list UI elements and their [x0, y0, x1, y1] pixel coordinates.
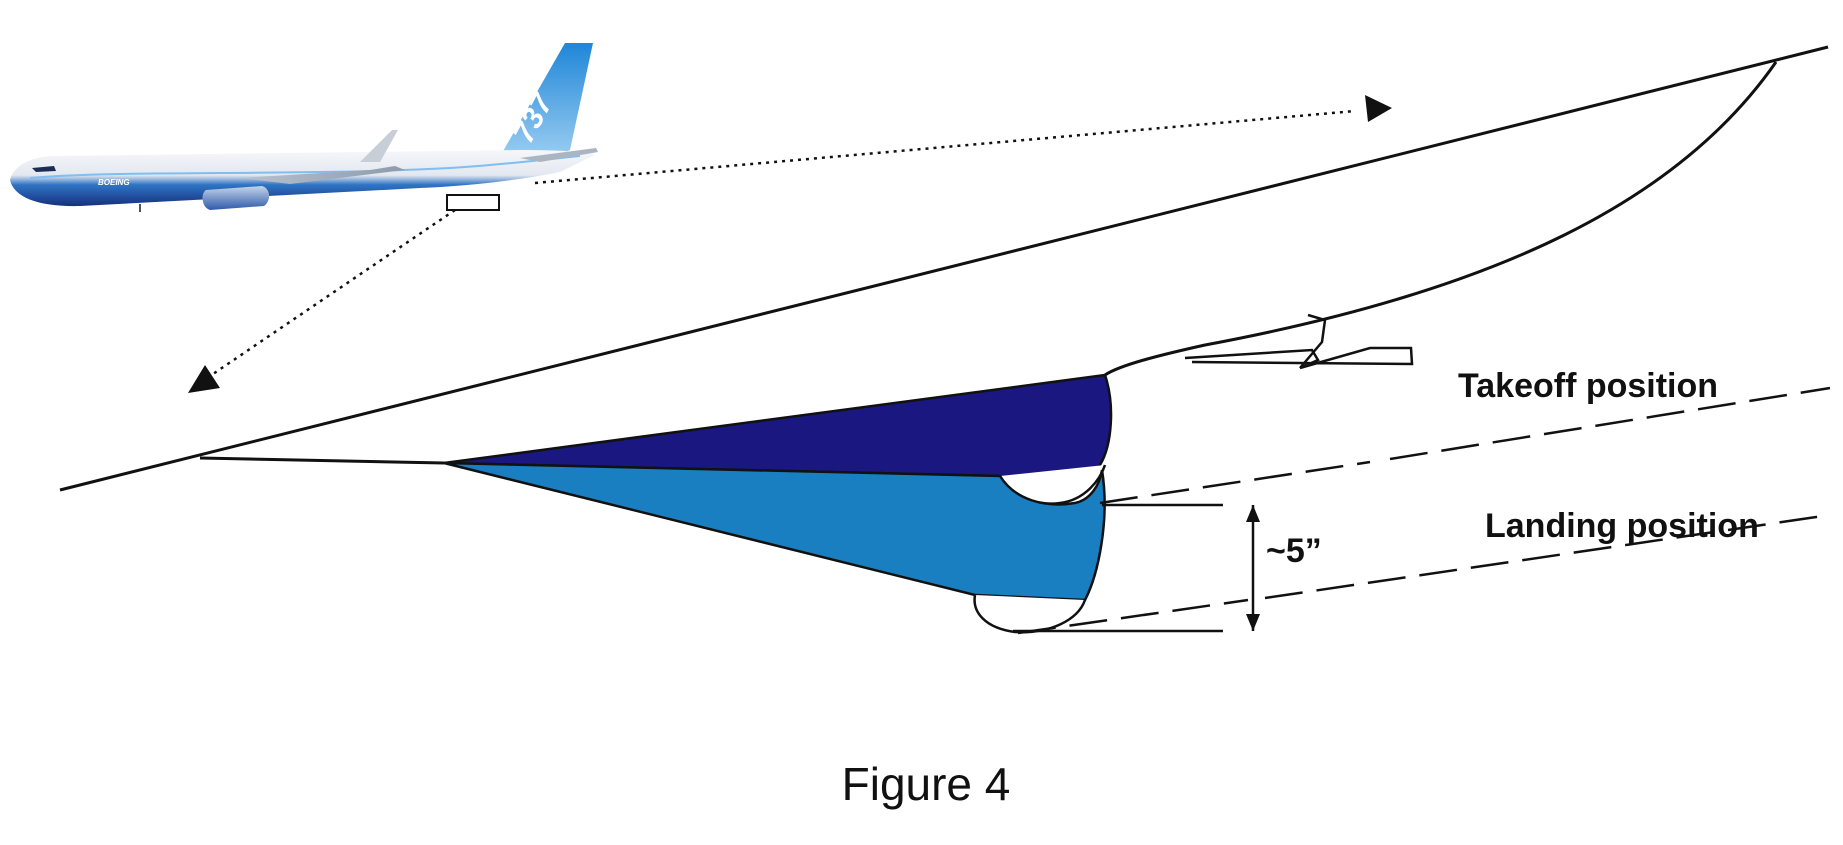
wing-lower-surface: [1104, 61, 1778, 377]
engine: [202, 186, 270, 210]
takeoff-position-label: Takeoff position: [1458, 367, 1718, 405]
horizontal-stabilizer: [520, 148, 598, 162]
near-wing: [240, 166, 405, 184]
arrowhead-icon: [1246, 614, 1260, 631]
flap-hinge: [1299, 313, 1327, 369]
far-wing: [360, 130, 398, 162]
wing-leading-edge: [199, 456, 445, 465]
figure-caption: Figure 4: [842, 758, 1011, 810]
dimension-marker: [1013, 503, 1260, 633]
arrowhead-icon: [1365, 95, 1392, 122]
vertical-tail: [498, 43, 593, 162]
detail-box: [446, 194, 500, 211]
takeoff-chord-line: [1099, 386, 1831, 505]
landing-slat-nose: [973, 594, 1087, 634]
arrowhead-icon: [1246, 505, 1260, 522]
landing-chord-line: [1017, 513, 1831, 635]
landing-slat-body: [443, 461, 1106, 602]
flap-tab: [1184, 346, 1414, 370]
airplane-icon: 737 BOEING: [10, 43, 598, 212]
landing-position-label: Landing position: [1485, 507, 1759, 545]
chord-lines: [1017, 386, 1831, 635]
arrowhead-icon: [188, 365, 220, 393]
wing-upper-surface: [59, 45, 1829, 492]
cockpit-window: [32, 166, 56, 172]
landing-slat: [199, 456, 1106, 634]
zoom-arrows: [188, 95, 1392, 393]
wing-section: [59, 45, 1829, 492]
zoom-line-upper: [534, 109, 1356, 185]
dimension-label: ~5”: [1266, 532, 1322, 570]
brand-text: BOEING: [98, 178, 130, 187]
zoom-line-lower: [212, 208, 456, 376]
